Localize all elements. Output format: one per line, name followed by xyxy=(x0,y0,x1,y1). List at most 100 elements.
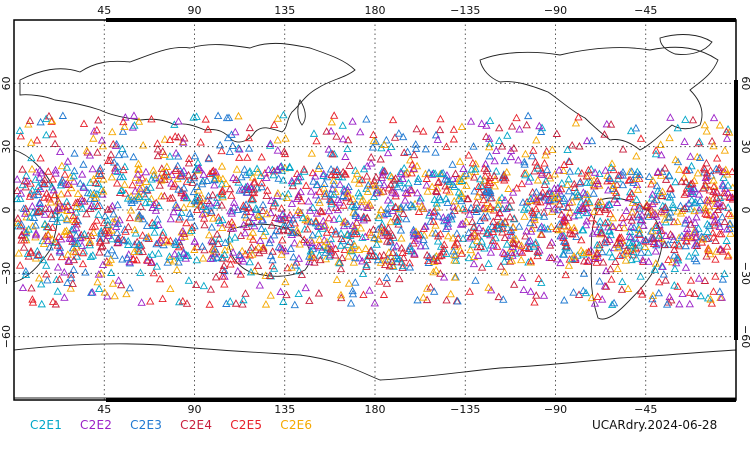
observation-marker xyxy=(370,233,379,241)
observation-marker xyxy=(149,170,159,179)
observation-marker xyxy=(158,230,167,239)
observation-marker xyxy=(394,204,404,213)
observation-marker xyxy=(281,246,290,255)
observation-marker xyxy=(530,298,539,306)
observation-marker xyxy=(361,244,370,252)
observation-marker xyxy=(261,300,271,308)
observation-marker xyxy=(350,229,359,238)
observation-marker xyxy=(63,157,73,165)
observation-marker xyxy=(432,203,442,211)
observation-marker xyxy=(711,272,720,280)
observation-marker xyxy=(13,218,23,227)
observation-marker xyxy=(266,251,276,260)
observation-marker xyxy=(58,111,68,119)
observation-marker xyxy=(521,243,531,252)
observation-marker xyxy=(687,186,696,194)
observation-marker xyxy=(605,173,614,182)
observation-marker xyxy=(718,247,728,255)
observation-marker xyxy=(436,242,446,250)
observation-marker xyxy=(119,117,128,126)
observation-marker xyxy=(154,220,163,229)
observation-marker xyxy=(704,245,713,253)
observation-marker xyxy=(184,276,194,284)
observation-marker xyxy=(133,170,142,178)
observation-marker xyxy=(657,207,666,215)
observation-marker xyxy=(235,186,244,194)
observation-marker xyxy=(338,121,347,129)
observation-marker xyxy=(674,239,683,248)
observation-marker xyxy=(55,275,64,283)
observation-marker xyxy=(166,194,175,202)
observation-marker xyxy=(130,121,139,129)
observation-marker xyxy=(706,295,715,303)
observation-marker xyxy=(77,194,86,202)
observation-marker xyxy=(63,278,72,286)
observation-marker xyxy=(182,193,192,202)
observation-marker xyxy=(182,299,192,307)
observation-marker xyxy=(607,275,616,283)
observation-marker xyxy=(268,255,277,264)
observation-marker xyxy=(173,161,182,170)
observation-marker xyxy=(674,233,684,242)
observation-marker xyxy=(69,224,78,233)
observation-marker xyxy=(292,194,302,203)
observation-marker xyxy=(569,288,578,296)
observation-marker xyxy=(627,167,636,175)
observation-marker xyxy=(696,196,705,205)
observation-marker xyxy=(16,131,25,140)
observation-marker xyxy=(152,262,162,270)
observation-marker xyxy=(317,207,327,216)
observation-marker xyxy=(185,228,194,236)
eurasia-coastline xyxy=(19,42,356,143)
observation-marker xyxy=(564,186,574,195)
observation-marker xyxy=(130,196,139,204)
observation-marker xyxy=(266,208,275,217)
observation-marker xyxy=(564,261,574,269)
observation-marker xyxy=(340,245,349,254)
observation-marker xyxy=(123,240,133,248)
observation-marker xyxy=(388,115,398,124)
observation-marker xyxy=(97,229,106,237)
observation-marker xyxy=(371,181,380,190)
observation-marker xyxy=(665,212,674,221)
observation-marker xyxy=(431,265,441,274)
observation-marker xyxy=(671,177,680,186)
observation-marker xyxy=(547,253,556,261)
observation-marker xyxy=(479,203,489,212)
observation-marker xyxy=(62,214,72,222)
observation-marker xyxy=(173,203,182,211)
observation-marker xyxy=(480,164,489,172)
observation-marker xyxy=(665,133,674,142)
observation-marker xyxy=(148,250,157,258)
observation-marker xyxy=(628,207,637,216)
observation-marker xyxy=(396,167,406,176)
observation-marker xyxy=(433,231,443,240)
observation-marker xyxy=(153,151,163,160)
observation-marker xyxy=(19,235,29,244)
observation-marker xyxy=(29,213,39,221)
observation-marker xyxy=(593,253,603,262)
observation-marker xyxy=(307,238,317,246)
observation-marker xyxy=(244,133,254,142)
observation-marker xyxy=(681,202,691,210)
observation-marker xyxy=(537,230,546,238)
observation-marker xyxy=(464,194,473,203)
observation-marker xyxy=(386,171,395,179)
observation-marker xyxy=(694,205,704,214)
observation-marker xyxy=(192,255,201,264)
observation-marker xyxy=(253,261,263,269)
observation-marker xyxy=(367,153,376,161)
observation-marker xyxy=(519,285,528,294)
observation-marker xyxy=(492,167,501,175)
observation-marker xyxy=(211,272,221,281)
observation-marker xyxy=(297,270,306,278)
observation-marker xyxy=(613,264,622,272)
observation-marker xyxy=(500,156,509,165)
observation-marker xyxy=(291,261,300,269)
observation-marker xyxy=(668,232,677,240)
observation-marker xyxy=(217,200,226,209)
observation-marker xyxy=(109,209,118,218)
observation-marker xyxy=(648,294,657,303)
observation-marker xyxy=(677,177,686,185)
observation-marker xyxy=(231,127,240,136)
